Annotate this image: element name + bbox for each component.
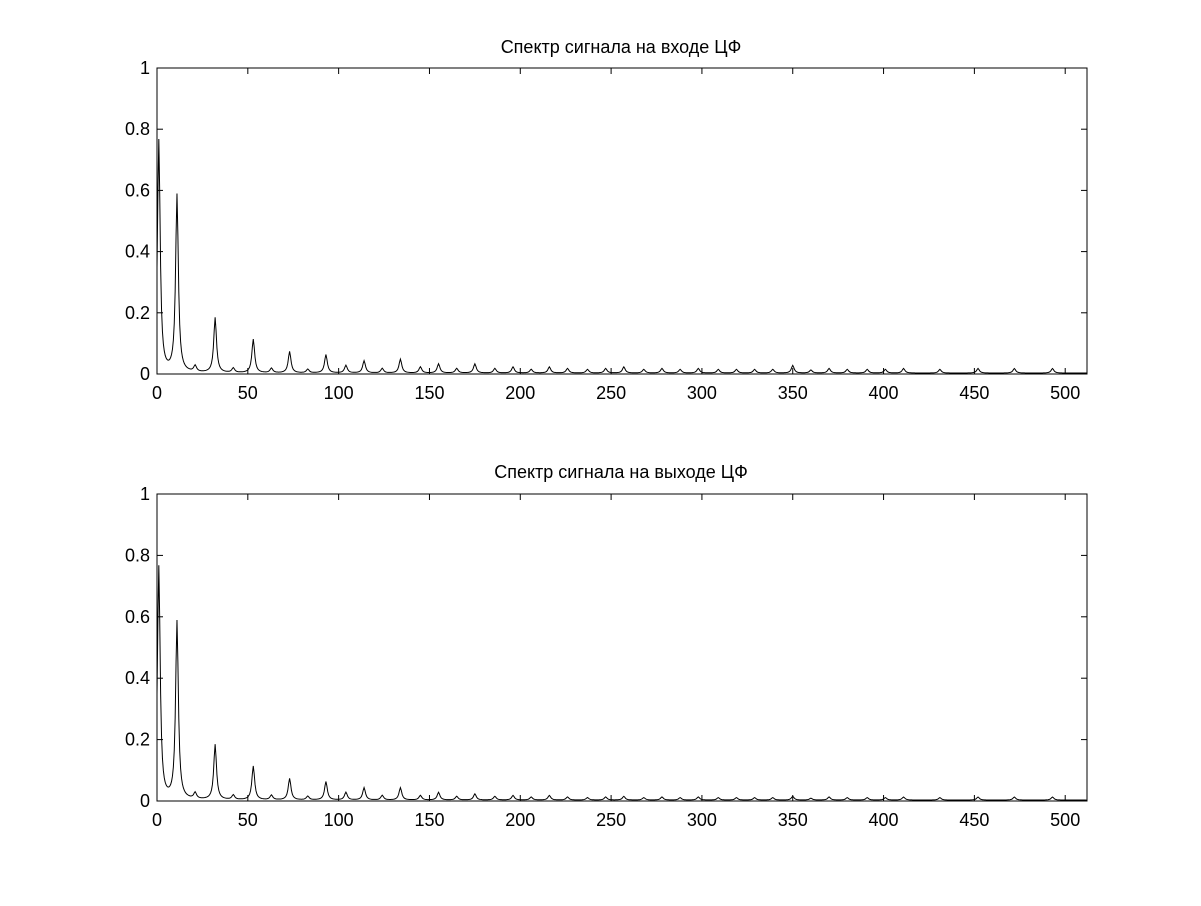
x-tick-label: 150 (414, 383, 444, 403)
y-tick-label: 0 (140, 364, 150, 384)
x-tick-label: 350 (778, 383, 808, 403)
x-tick-label: 50 (238, 810, 258, 830)
x-tick-label: 500 (1050, 383, 1080, 403)
y-tick-label: 0.8 (125, 119, 150, 139)
y-tick-label: 0.2 (125, 303, 150, 323)
spectrum-line (156, 139, 1087, 374)
x-tick-label: 300 (687, 383, 717, 403)
subplot-title: Спектр сигнала на входе ЦФ (501, 37, 742, 57)
axes-frame (156, 67, 1088, 375)
x-tick-label: 100 (324, 383, 354, 403)
x-tick-label: 0 (152, 810, 162, 830)
y-tick-label: 0.6 (125, 180, 150, 200)
x-tick-label: 250 (596, 810, 626, 830)
y-tick-label: 1 (140, 58, 150, 78)
x-tick-label: 200 (505, 810, 535, 830)
x-tick-label: 300 (687, 810, 717, 830)
x-tick-label: 150 (414, 810, 444, 830)
x-tick-label: 200 (505, 383, 535, 403)
y-tick-label: 0.4 (125, 668, 150, 688)
spectrum-line (156, 565, 1087, 801)
subplot-input-spectrum: Спектр сигнала на входе ЦФ 0 50 100 150 200 2… (125, 37, 1088, 403)
x-tick-label: 0 (152, 383, 162, 403)
subplot-output-spectrum: Спектр сигнала на выходе ЦФ 0 50 100 150 200… (125, 462, 1088, 830)
x-tick-label: 450 (959, 383, 989, 403)
y-tick-label: 0.8 (125, 545, 150, 565)
x-tick-label: 100 (324, 810, 354, 830)
x-tick-label: 450 (959, 810, 989, 830)
x-tick-label: 500 (1050, 810, 1080, 830)
y-tick-label: 0.6 (125, 607, 150, 627)
y-tick-label: 0 (140, 791, 150, 811)
x-tick-label: 400 (869, 383, 899, 403)
x-tick-label: 400 (869, 810, 899, 830)
y-tick-label: 0.4 (125, 242, 150, 262)
y-tick-label: 0.2 (125, 730, 150, 750)
axes-frame (156, 493, 1088, 802)
x-tick-label: 250 (596, 383, 626, 403)
y-tick-label: 1 (140, 484, 150, 504)
x-tick-label: 350 (778, 810, 808, 830)
subplot-title: Спектр сигнала на выходе ЦФ (494, 462, 748, 482)
x-tick-label: 50 (238, 383, 258, 403)
